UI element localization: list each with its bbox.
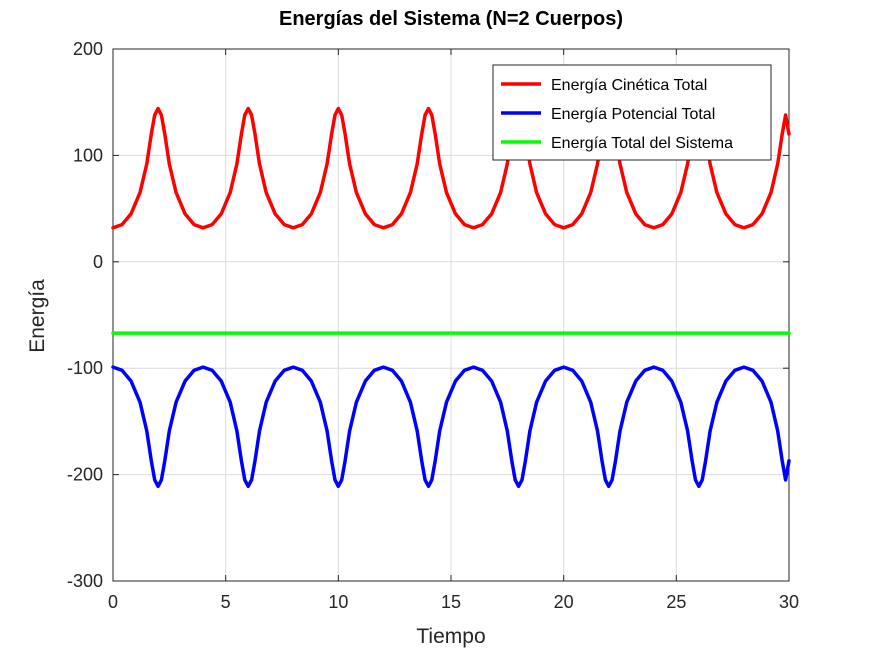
chart-title: Energías del Sistema (N=2 Cuerpos) [279,8,623,30]
y-tick-label: 200 [73,39,103,59]
y-axis-title: Energía [26,279,49,353]
legend-label: Energía Total del Sistema [551,135,733,152]
axis-ticks: 0 5 10 15 20 25 30 -300 -200 -100 0 100 200 [67,39,799,612]
y-tick-label: 0 [93,252,103,272]
series-line-kinetic [111,106,791,230]
series-line-potential [111,365,791,489]
y-tick-label: 100 [73,145,103,165]
x-tick-label: 25 [666,592,686,612]
x-tick-label: 5 [221,592,231,612]
y-tick-label: -200 [67,465,103,485]
x-tick-label: 20 [554,592,574,612]
legend-label: Energía Cinética Total [551,77,707,94]
legend-label: Energía Potencial Total [551,106,715,123]
x-tick-label: 15 [441,592,461,612]
y-tick-label: -100 [67,358,103,378]
y-tick-label: -300 [67,571,103,591]
x-tick-label: 10 [328,592,348,612]
legend: Energía Cinética Total Energía Potencial … [492,64,772,161]
series-group [111,106,791,489]
x-axis-title: Tiempo [416,625,485,648]
x-tick-label: 30 [779,592,799,612]
x-tick-label: 0 [108,592,118,612]
